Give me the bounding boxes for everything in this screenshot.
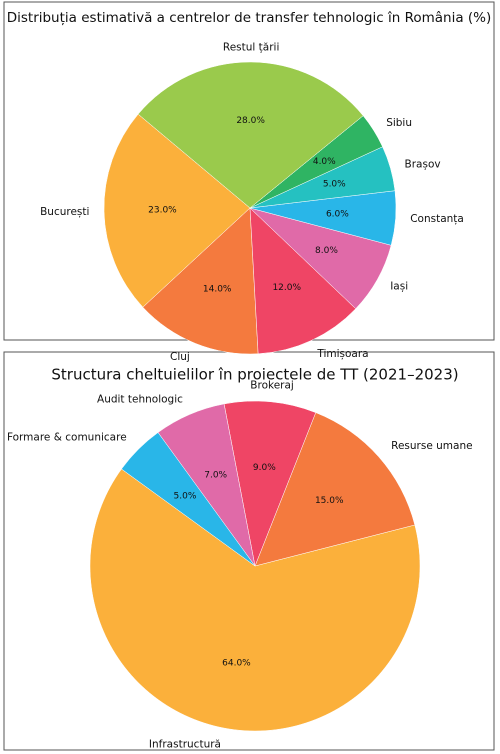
pie-slice <box>137 61 364 209</box>
value-label: 4.0% <box>313 157 336 167</box>
value-label: 15.0% <box>315 496 344 506</box>
slice-label: Sibiu <box>386 117 412 129</box>
value-label: 5.0% <box>174 491 197 501</box>
slice-label: Restul țării <box>223 41 279 53</box>
chart-title: Distribuția estimativă a centrelor de tr… <box>7 10 492 26</box>
value-label: 8.0% <box>315 246 338 256</box>
slice-label: Formare & comunicare <box>7 432 127 444</box>
slice-label: Cluj <box>170 351 190 363</box>
pie-slice <box>254 412 416 567</box>
pie-slice <box>223 400 317 567</box>
chart-title: Structura cheltuielilor în proiectele de… <box>51 366 458 384</box>
slice-label: Audit tehnologic <box>97 393 183 405</box>
slice-label: Brașov <box>405 158 441 170</box>
pie-slice <box>103 113 251 308</box>
value-label: 28.0% <box>236 116 265 126</box>
slice-label: Brokeraj <box>250 379 294 391</box>
value-label: 12.0% <box>272 283 301 293</box>
slice-label: Infrastructură <box>149 738 221 750</box>
slice-label: Constanța <box>410 213 464 225</box>
pie-slice <box>89 468 421 732</box>
pie-slice <box>121 432 256 567</box>
slice-label: Iași <box>390 280 408 292</box>
pie-slice <box>142 207 259 355</box>
value-label: 14.0% <box>203 285 232 295</box>
value-label: 5.0% <box>323 180 346 190</box>
value-label: 23.0% <box>148 206 177 216</box>
value-label: 64.0% <box>222 659 251 669</box>
slice-label: Resurse umane <box>391 440 472 452</box>
slice-label: București <box>40 206 89 218</box>
value-label: 9.0% <box>253 463 276 473</box>
value-label: 6.0% <box>326 210 349 220</box>
pie-slice <box>249 207 357 355</box>
slice-label: Timișoara <box>316 348 368 360</box>
value-label: 7.0% <box>204 471 227 481</box>
